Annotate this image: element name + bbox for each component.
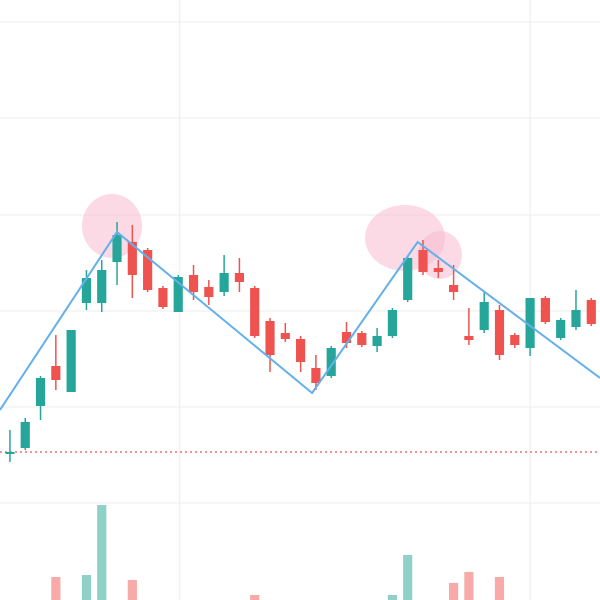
pattern-line [0, 230, 600, 411]
candle-body [51, 366, 61, 380]
volume-bar [81, 575, 92, 600]
candle-body [296, 339, 306, 362]
candle-body [433, 268, 443, 272]
candle-body [219, 273, 229, 292]
candle-body [311, 368, 321, 383]
volume-bar [449, 583, 459, 600]
candles [5, 222, 596, 462]
candle-body [540, 298, 550, 322]
candle-body [143, 250, 153, 290]
pattern [0, 230, 600, 411]
candle-body [494, 310, 505, 355]
candle-body [112, 235, 122, 262]
volume-bar [403, 555, 413, 600]
candle-body [571, 310, 581, 327]
candle-body [250, 288, 260, 336]
candle-body [5, 452, 15, 454]
volume-panel [51, 505, 505, 600]
volume-bar [250, 595, 260, 600]
candle-body [35, 378, 46, 406]
candle-body [97, 270, 107, 303]
candle-body [158, 288, 168, 307]
volume-bar [494, 577, 505, 600]
candle-body [464, 336, 474, 340]
highlight [82, 194, 142, 258]
volume-bar [464, 572, 474, 600]
candle-body [418, 250, 428, 272]
candle-body [204, 287, 214, 297]
candle-body [387, 310, 397, 336]
candle-body [449, 285, 459, 292]
candle-body [357, 333, 367, 345]
candle-body [372, 336, 382, 346]
candle-body [341, 332, 352, 343]
candle-body [173, 277, 183, 312]
volume-bar [97, 505, 107, 600]
candle-body [479, 302, 489, 330]
candle-body [326, 348, 336, 376]
candle-body [265, 321, 275, 355]
candle-body [20, 422, 30, 448]
candle-body [188, 275, 199, 292]
candle-body [510, 335, 520, 345]
candle-body [66, 330, 76, 392]
candle-body [81, 278, 92, 303]
candle-body [234, 273, 245, 282]
volume-bar [51, 577, 61, 600]
candle-body [280, 333, 290, 339]
candle-body [556, 320, 566, 338]
candle-body [403, 258, 413, 300]
candle-body [525, 298, 535, 348]
volume-bar [387, 595, 397, 600]
volume-bar [127, 580, 137, 600]
candle-body [127, 242, 137, 275]
candle-body [586, 300, 596, 324]
